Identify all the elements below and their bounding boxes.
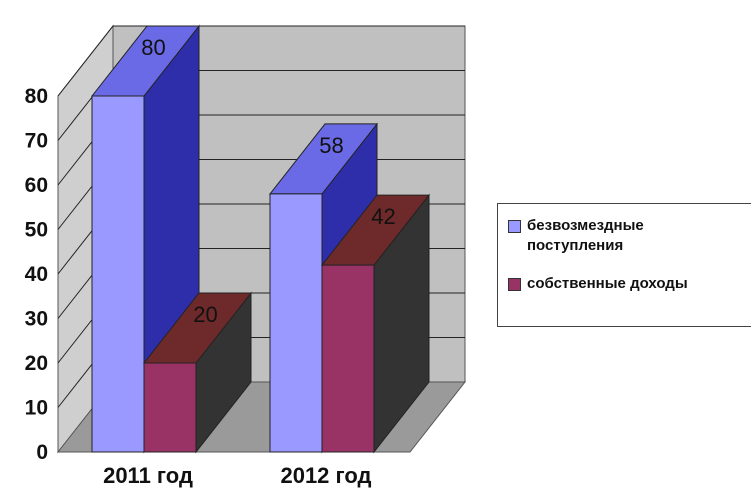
legend-label-own-income: собственные доходы	[527, 275, 688, 292]
y-tick-label-40: 40	[25, 263, 48, 286]
legend: безвозмездные поступления собственные до…	[497, 203, 751, 327]
data-label-0-0: 80	[141, 35, 165, 60]
bar-1-0-front	[143, 362, 197, 453]
y-tick-label-10: 10	[25, 397, 48, 420]
legend-item-grants: безвозмездные поступления	[508, 216, 737, 256]
bar-1-1-front	[321, 264, 375, 453]
gridline-80	[57, 25, 465, 97]
data-label-0-1: 58	[319, 133, 343, 158]
data-labels: 80 58 20 42	[141, 35, 395, 327]
category-label-1: 2012 год	[280, 463, 371, 488]
bars	[90, 24, 431, 454]
y-tick-label-50: 50	[25, 219, 48, 242]
bar-0-0-front	[91, 95, 145, 453]
y-tick-label-70: 70	[25, 130, 48, 153]
category-label-0: 2011 год	[103, 463, 193, 488]
data-label-1-0: 20	[193, 302, 217, 327]
bar-0-1-front	[269, 193, 323, 453]
y-tick-label-80: 80	[25, 85, 48, 108]
y-tick-label-30: 30	[25, 308, 48, 331]
y-tick-label-0: 0	[36, 441, 48, 464]
y-axis-ticks: 0 10 20 30 40 50 60 70 80	[25, 85, 48, 464]
y-tick-label-60: 60	[25, 174, 48, 197]
legend-label-grants: безвозмездные поступления	[527, 217, 644, 254]
legend-swatch-grants	[508, 220, 521, 233]
data-label-1-1: 42	[371, 204, 395, 229]
legend-item-own-income: собственные доходы	[508, 274, 737, 294]
x-axis-categories: 2011 год 2012 год	[103, 463, 371, 488]
y-tick-label-20: 20	[25, 352, 48, 375]
legend-swatch-own-income	[508, 278, 521, 291]
